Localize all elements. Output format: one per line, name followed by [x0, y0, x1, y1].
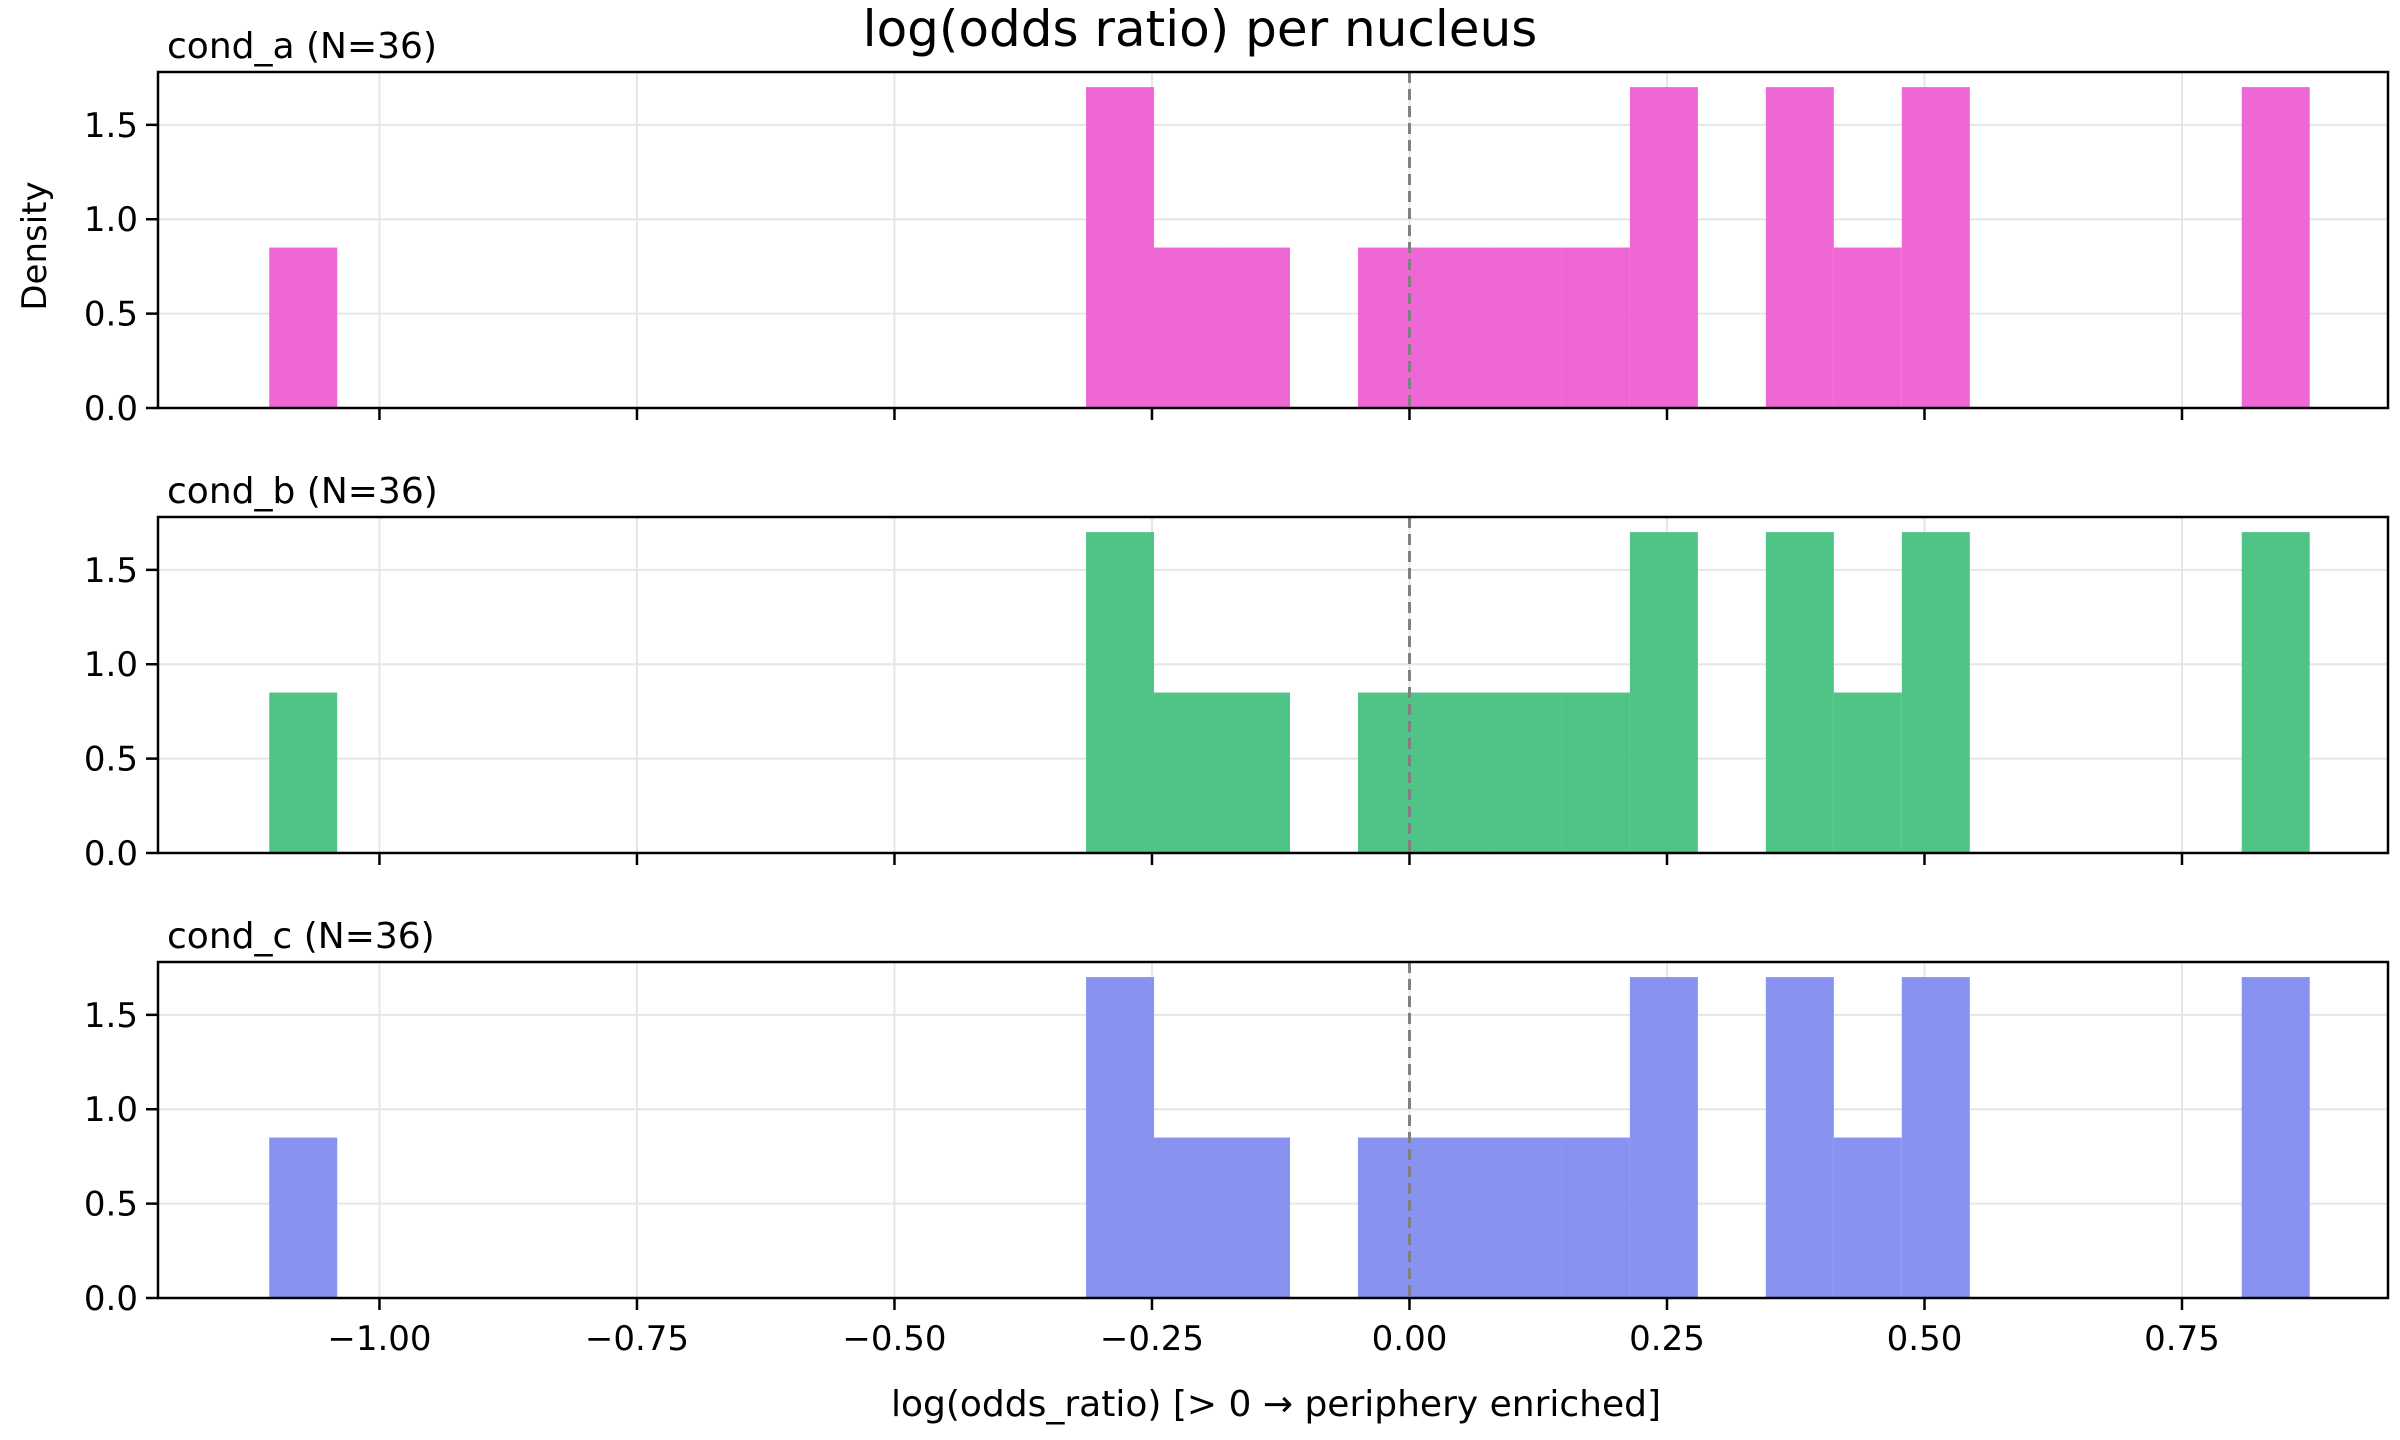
x-tick-label: −0.50 [842, 1319, 946, 1359]
histogram-bar [1086, 977, 1155, 1298]
histogram-bar [1629, 977, 1698, 1298]
x-tick-label: 0.50 [1887, 1319, 1963, 1359]
histogram-bar [1901, 977, 1970, 1298]
x-tick-label: −0.75 [585, 1319, 689, 1359]
y-tick-label: 0.5 [84, 1185, 138, 1225]
histogram-bar [1629, 87, 1698, 408]
histogram-bar [1901, 87, 1970, 408]
histogram-bar [1561, 247, 1630, 408]
x-tick-label: 0.00 [1372, 1319, 1448, 1359]
y-tick-label: 0.5 [84, 740, 138, 780]
panel-2: 0.0 0.5 1.0 1.5 cond_b (N=36) [84, 471, 2390, 874]
histogram-bar [1765, 532, 1834, 853]
y-tick-label: 1.5 [84, 106, 138, 146]
histogram-bar [2241, 977, 2310, 1298]
y-tick-label: 0.0 [84, 834, 138, 874]
panel-1: 0.0 0.5 1.0 1.5 cond_a (N=36) [84, 26, 2390, 429]
y-tick-label: 1.0 [84, 645, 138, 685]
panel-label: cond_b (N=36) [167, 471, 438, 512]
histogram-bar [1493, 247, 1562, 408]
y-tick-label: 1.0 [84, 200, 138, 240]
histogram-bar [1222, 1137, 1290, 1298]
histogram-bar [269, 247, 338, 408]
histogram-bar [2241, 532, 2310, 853]
histogram-bar [2241, 87, 2310, 408]
histogram-bar [1357, 1137, 1426, 1298]
panels-group: 0.0 0.5 1.0 1.5 cond_a (N=36) 0.0 0.5 1.0 1.5 con… [84, 26, 2390, 1359]
histogram-bar [1425, 1137, 1494, 1298]
histogram-bar [1086, 532, 1155, 853]
y-axis-label: Density [15, 181, 55, 310]
y-tick-label: 0.0 [84, 389, 138, 429]
panel-frame [156, 515, 2390, 855]
histogram-bar [1765, 87, 1834, 408]
x-tick-label: −1.00 [327, 1319, 431, 1359]
histogram-bar [1765, 977, 1834, 1298]
histogram-bar [1561, 1137, 1630, 1298]
histogram-bar [1561, 692, 1630, 853]
panel-frame [156, 960, 2390, 1300]
histogram-bar [1154, 692, 1223, 853]
histogram-bar [1901, 532, 1970, 853]
histogram-bar [1086, 87, 1155, 408]
x-axis-label: log(odds_ratio) [> 0 → periphery enriche… [891, 1384, 1661, 1425]
histogram-bar [1357, 692, 1426, 853]
histogram-bar [1833, 247, 1902, 408]
panel-label: cond_a (N=36) [167, 26, 437, 67]
histogram-bar [1154, 247, 1223, 408]
histogram-bar [1833, 1137, 1902, 1298]
x-tick-label: 0.75 [2144, 1319, 2220, 1359]
histogram-bar [1425, 692, 1494, 853]
histogram-bar [1425, 247, 1494, 408]
y-tick-label: 1.5 [84, 996, 138, 1036]
histogram-bar [1629, 532, 1698, 853]
panel-frame [156, 70, 2390, 410]
histogram-bar [1493, 1137, 1562, 1298]
x-tick-label: 0.25 [1629, 1319, 1705, 1359]
histogram-bar [1222, 247, 1290, 408]
y-tick-label: 1.0 [84, 1090, 138, 1130]
histogram-bar [1833, 692, 1902, 853]
histogram-bar [1222, 692, 1290, 853]
panel-label: cond_c (N=36) [167, 916, 435, 957]
histogram-bar [269, 692, 338, 853]
histogram-bar [1357, 247, 1426, 408]
x-tick-label: −0.25 [1100, 1319, 1204, 1359]
y-tick-label: 0.5 [84, 295, 138, 335]
chart-title: log(odds ratio) per nucleus [863, 0, 1538, 58]
histogram-bar [1154, 1137, 1223, 1298]
histogram-bar [269, 1137, 338, 1298]
y-tick-label: 1.5 [84, 551, 138, 591]
y-tick-label: 0.0 [84, 1279, 138, 1319]
panel-3: 0.0 0.5 1.0 1.5 −1.00 −0.75 −0.50 −0.25 0.00 0.25… [84, 916, 2390, 1359]
histogram-bar [1493, 692, 1562, 853]
